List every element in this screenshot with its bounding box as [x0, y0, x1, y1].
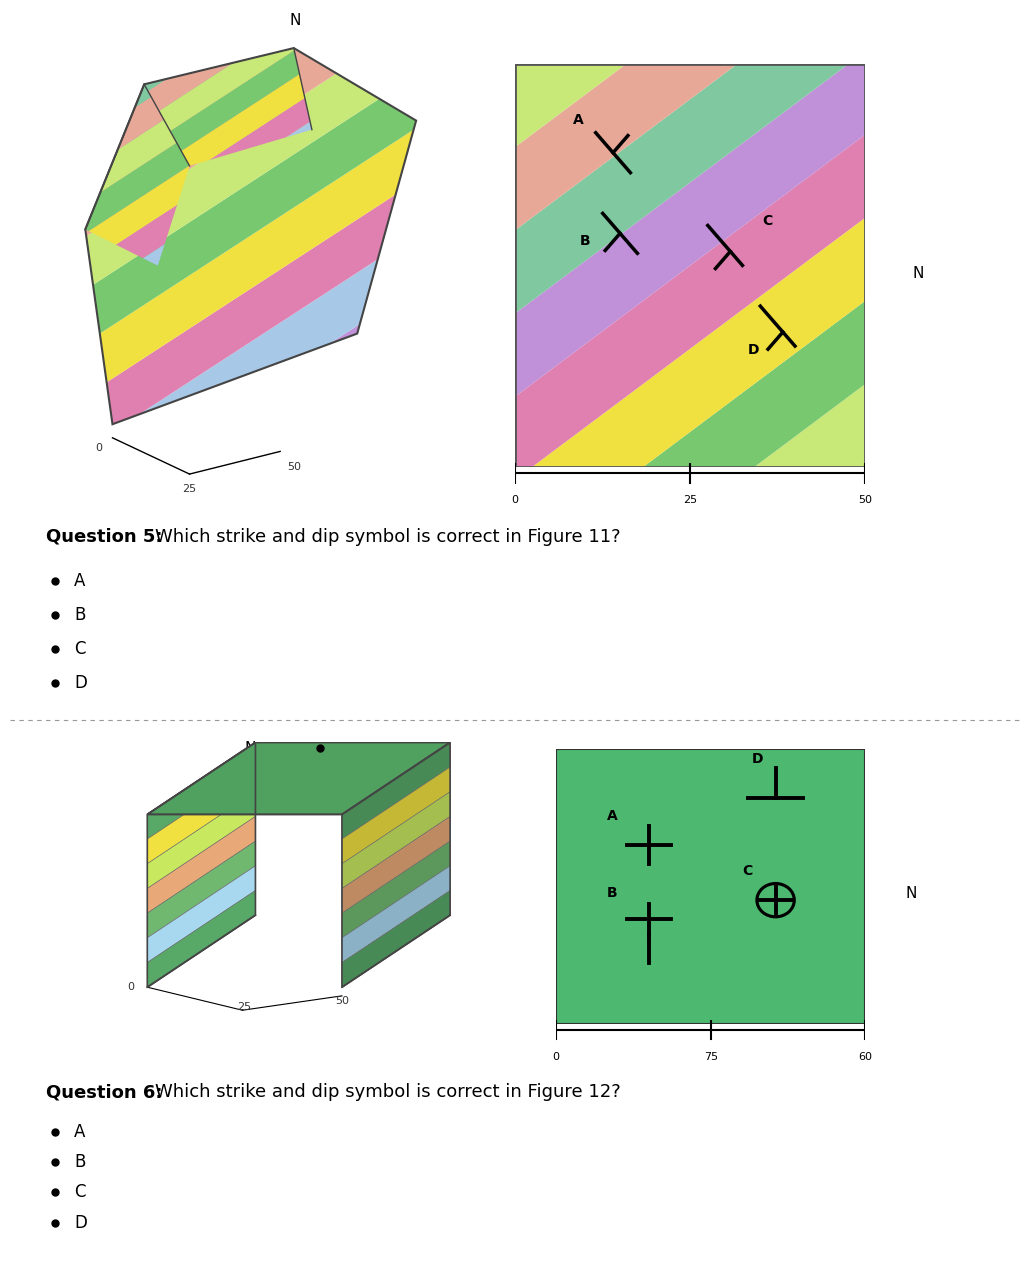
Polygon shape [54, 0, 403, 97]
Polygon shape [515, 0, 865, 314]
Polygon shape [0, 138, 280, 355]
Polygon shape [342, 817, 450, 913]
Text: Question 5:: Question 5: [46, 527, 163, 545]
Polygon shape [147, 792, 255, 888]
Polygon shape [515, 64, 865, 467]
Polygon shape [0, 45, 280, 261]
Polygon shape [0, 0, 280, 198]
Text: D: D [751, 751, 763, 765]
Polygon shape [147, 742, 255, 840]
Text: A: A [74, 1123, 85, 1140]
Polygon shape [0, 229, 507, 614]
Text: Which strike and dip symbol is correct in Figure 11?: Which strike and dip symbol is correct i… [154, 527, 620, 545]
Polygon shape [54, 8, 403, 261]
Text: D: D [748, 343, 759, 357]
Polygon shape [515, 0, 865, 147]
Polygon shape [515, 51, 865, 397]
Polygon shape [0, 0, 507, 189]
Text: C: C [74, 1184, 85, 1202]
Polygon shape [515, 384, 865, 730]
Polygon shape [147, 891, 255, 987]
Text: D: D [74, 1213, 88, 1231]
Polygon shape [54, 0, 403, 125]
Text: C: C [74, 640, 85, 658]
Polygon shape [0, 15, 507, 402]
Text: 0: 0 [512, 495, 518, 506]
Polygon shape [556, 749, 865, 1024]
Polygon shape [54, 0, 403, 207]
Polygon shape [515, 218, 865, 563]
Polygon shape [0, 0, 507, 242]
Text: Which strike and dip symbol is correct in Figure 12?: Which strike and dip symbol is correct i… [154, 1083, 621, 1101]
Polygon shape [342, 767, 450, 864]
Polygon shape [515, 134, 865, 480]
Polygon shape [515, 467, 865, 813]
Polygon shape [54, 88, 403, 343]
Text: A: A [74, 572, 85, 590]
Text: N: N [244, 741, 255, 755]
Polygon shape [515, 301, 865, 646]
Text: 0: 0 [128, 982, 134, 992]
Polygon shape [515, 0, 865, 64]
Text: 25: 25 [238, 1001, 251, 1011]
Polygon shape [0, 0, 507, 349]
Polygon shape [54, 35, 403, 288]
Text: B: B [580, 234, 590, 248]
Polygon shape [342, 792, 450, 888]
Polygon shape [0, 0, 280, 168]
Text: C: C [762, 214, 772, 228]
Polygon shape [147, 742, 450, 814]
Text: A: A [573, 114, 583, 128]
Text: B: B [74, 607, 85, 625]
Polygon shape [0, 175, 507, 562]
Polygon shape [342, 742, 450, 840]
Polygon shape [0, 122, 507, 508]
Text: Question 6:: Question 6: [46, 1083, 163, 1101]
Polygon shape [0, 13, 280, 230]
Polygon shape [0, 200, 280, 417]
Text: B: B [74, 1153, 85, 1171]
Text: 50: 50 [858, 495, 872, 506]
Text: 75: 75 [703, 1052, 718, 1062]
Text: N: N [905, 886, 918, 901]
Text: A: A [607, 809, 617, 823]
Polygon shape [54, 61, 403, 316]
Polygon shape [54, 0, 403, 152]
Text: 0: 0 [553, 1052, 559, 1062]
Polygon shape [0, 0, 280, 136]
Polygon shape [147, 841, 255, 938]
Text: D: D [74, 673, 88, 691]
Text: 50: 50 [286, 462, 301, 471]
Polygon shape [54, 0, 403, 179]
Polygon shape [342, 891, 450, 987]
Text: N: N [289, 13, 301, 28]
Text: B: B [607, 887, 617, 900]
Polygon shape [147, 767, 255, 864]
Polygon shape [0, 76, 280, 292]
Text: C: C [743, 864, 753, 878]
Polygon shape [0, 106, 280, 324]
Text: 60: 60 [858, 1052, 872, 1062]
Polygon shape [54, 0, 403, 234]
Polygon shape [515, 0, 865, 230]
Text: N: N [912, 266, 924, 280]
Polygon shape [147, 865, 255, 963]
Text: 25: 25 [683, 495, 697, 506]
Polygon shape [342, 841, 450, 938]
Text: 0: 0 [96, 443, 102, 453]
Text: 25: 25 [182, 484, 197, 494]
Polygon shape [0, 0, 507, 136]
Polygon shape [0, 169, 280, 385]
Polygon shape [147, 817, 255, 913]
Text: 50: 50 [335, 996, 349, 1006]
Polygon shape [0, 0, 507, 296]
Polygon shape [0, 69, 507, 456]
Polygon shape [342, 865, 450, 963]
